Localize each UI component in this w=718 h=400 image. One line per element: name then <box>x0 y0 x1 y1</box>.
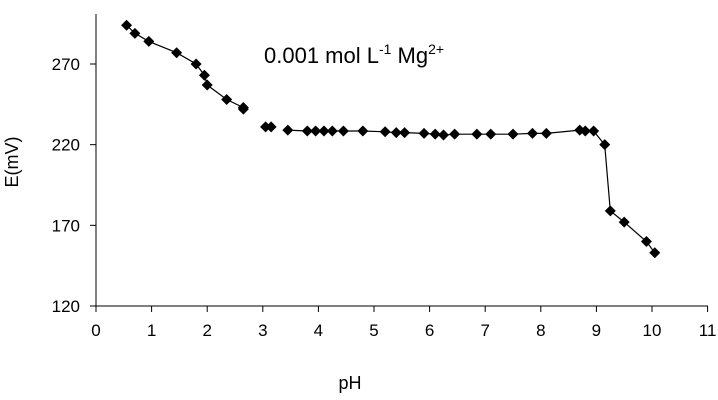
data-point <box>326 125 338 137</box>
x-tick-label: 4 <box>314 321 323 340</box>
annotation-sup-2: 2+ <box>428 41 444 57</box>
data-point <box>649 247 661 259</box>
x-tick-label: 11 <box>699 321 717 340</box>
data-point <box>640 235 652 247</box>
annotation: 0.001 mol L-1 Mg2+ <box>264 41 444 68</box>
data-point <box>438 129 449 141</box>
x-axis-label: pH <box>338 373 361 393</box>
annotation-main: 0.001 mol L <box>264 43 379 68</box>
data-point <box>449 128 461 140</box>
data-point <box>579 125 591 137</box>
data-point <box>429 128 441 140</box>
data-point <box>418 127 430 139</box>
x-tick-label: 10 <box>643 321 662 340</box>
data-point <box>129 27 141 39</box>
y-axis-label: E(mV) <box>2 137 22 188</box>
x-tick-label: 5 <box>369 321 378 340</box>
data-point <box>379 126 391 138</box>
x-tick-label: 1 <box>147 321 156 340</box>
data-point <box>221 93 233 105</box>
data-point <box>337 125 349 137</box>
data-point <box>190 58 202 70</box>
data-point <box>618 216 630 228</box>
data-point <box>485 128 497 140</box>
data-point <box>588 125 600 137</box>
y-ticks: 120 170 220 270 <box>52 55 96 316</box>
y-tick-label: 170 <box>52 216 80 235</box>
x-tick-label: 8 <box>536 321 545 340</box>
data-point <box>260 121 272 133</box>
data-point <box>357 125 369 137</box>
x-tick-label: 7 <box>480 321 489 340</box>
x-tick-label: 2 <box>202 321 211 340</box>
annotation-sup-1: -1 <box>379 41 392 57</box>
series-line-segment <box>287 129 656 254</box>
x-tick-label: 9 <box>592 321 601 340</box>
data-point <box>237 103 249 115</box>
data-point <box>526 127 538 139</box>
data-point <box>390 127 402 139</box>
data-point <box>282 124 294 136</box>
data-point <box>599 139 611 151</box>
data-point <box>471 128 483 140</box>
data-point <box>399 127 411 139</box>
data-point <box>310 125 322 137</box>
x-tick-label: 3 <box>258 321 267 340</box>
data-point <box>143 35 155 47</box>
data-point <box>171 47 183 59</box>
x-tick-label: 6 <box>425 321 434 340</box>
data-point <box>121 19 133 31</box>
series-points <box>121 19 661 259</box>
y-tick-label: 120 <box>52 297 80 316</box>
data-point <box>507 128 519 140</box>
y-tick-label: 220 <box>52 136 80 155</box>
data-point <box>301 125 313 137</box>
series-line-segment <box>126 24 244 110</box>
data-point <box>318 125 330 137</box>
x-tick-label: 0 <box>91 321 100 340</box>
data-point <box>201 79 213 91</box>
data-point <box>265 121 277 133</box>
data-point <box>198 69 210 81</box>
data-point <box>604 205 616 217</box>
annotation-mid: Mg <box>391 43 428 68</box>
x-ticks: 0 1 2 3 4 5 6 7 8 9 10 11 <box>91 306 716 340</box>
data-point <box>540 127 552 139</box>
y-tick-label: 270 <box>52 55 80 74</box>
